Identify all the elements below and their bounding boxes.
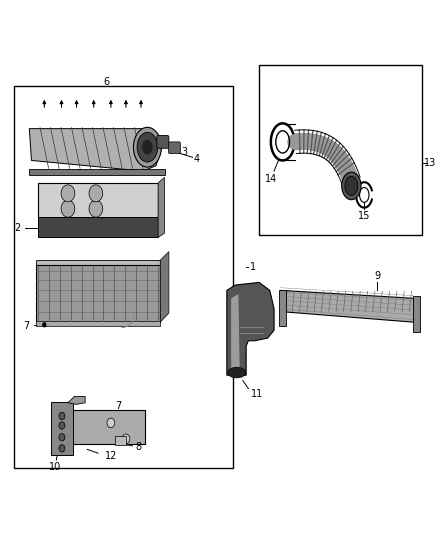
Polygon shape	[280, 290, 413, 322]
Bar	[36, 320, 160, 326]
Circle shape	[59, 445, 65, 452]
Text: 8: 8	[135, 442, 141, 452]
Ellipse shape	[342, 172, 361, 200]
Polygon shape	[158, 177, 165, 237]
Polygon shape	[68, 397, 85, 405]
Polygon shape	[231, 294, 240, 370]
Circle shape	[42, 322, 46, 327]
Circle shape	[89, 200, 103, 217]
Bar	[259, 65, 422, 235]
Circle shape	[59, 422, 65, 429]
FancyBboxPatch shape	[157, 135, 169, 148]
Bar	[36, 260, 160, 266]
Bar	[115, 435, 126, 445]
Polygon shape	[227, 282, 274, 375]
Text: 4: 4	[194, 155, 200, 164]
Text: 6: 6	[103, 77, 110, 87]
Text: 11: 11	[251, 389, 263, 399]
Ellipse shape	[142, 140, 153, 155]
Circle shape	[59, 413, 65, 419]
Polygon shape	[160, 252, 169, 322]
FancyBboxPatch shape	[169, 142, 180, 154]
Bar	[279, 290, 286, 326]
Ellipse shape	[137, 132, 158, 162]
Circle shape	[89, 185, 103, 202]
Circle shape	[61, 185, 75, 202]
Bar	[38, 217, 158, 237]
Ellipse shape	[345, 176, 358, 196]
Circle shape	[122, 434, 130, 443]
Circle shape	[61, 200, 75, 217]
Text: 9: 9	[374, 271, 380, 281]
Text: 3: 3	[181, 147, 187, 157]
Text: 14: 14	[265, 174, 277, 184]
Bar	[38, 183, 158, 219]
Bar	[413, 296, 420, 332]
Circle shape	[107, 418, 115, 427]
Ellipse shape	[134, 127, 161, 167]
Text: 13: 13	[424, 158, 437, 168]
Text: 12: 12	[105, 451, 117, 461]
Circle shape	[59, 433, 65, 441]
Text: 15: 15	[358, 211, 371, 221]
Text: 10: 10	[49, 462, 62, 472]
Text: 7: 7	[23, 321, 29, 331]
Bar	[70, 410, 145, 444]
Bar	[36, 265, 160, 322]
Bar	[29, 169, 165, 175]
Text: 7: 7	[115, 401, 121, 411]
Bar	[14, 86, 233, 468]
Polygon shape	[29, 128, 165, 171]
Ellipse shape	[228, 367, 246, 378]
Text: 2: 2	[14, 223, 21, 233]
Bar	[51, 402, 73, 455]
Text: 1: 1	[250, 262, 256, 271]
